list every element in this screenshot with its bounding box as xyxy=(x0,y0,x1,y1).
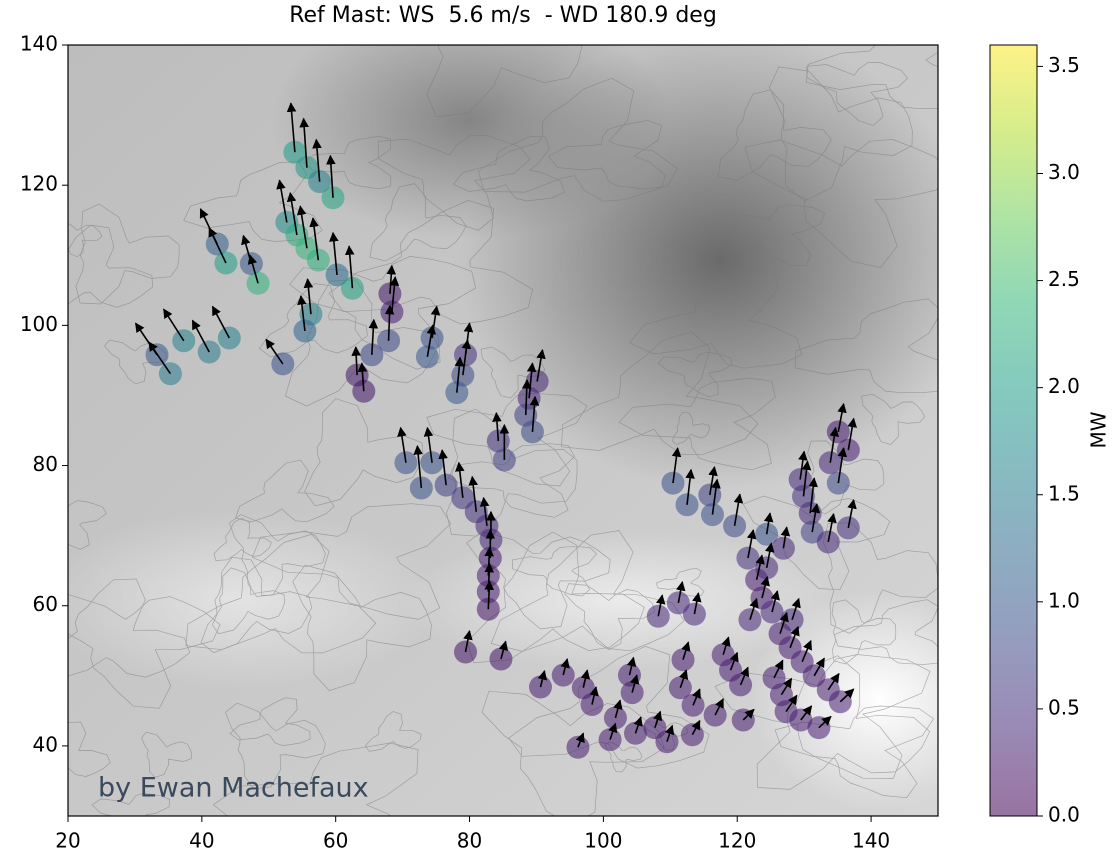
colorbar-tick-label: 1.5 xyxy=(1048,481,1080,505)
x-tick-label: 120 xyxy=(718,829,756,853)
chart: by Ewan Machefaux Ref Mast: WS 5.6 m/s -… xyxy=(0,0,1119,858)
colorbar-tick-label: 0.0 xyxy=(1048,803,1080,827)
y-tick-label: 40 xyxy=(33,732,58,756)
colorbar-tick-label: 0.5 xyxy=(1048,695,1080,719)
y-tick-label: 140 xyxy=(20,32,58,56)
colorbar-label: MW xyxy=(1087,411,1111,448)
turbine-point xyxy=(676,493,699,516)
x-tick-label: 80 xyxy=(457,829,482,853)
x-tick-label: 100 xyxy=(584,829,622,853)
terrain-background xyxy=(23,0,1010,858)
colorbar-tick-label: 2.5 xyxy=(1048,267,1080,291)
colorbar-tick-label: 3.0 xyxy=(1048,160,1080,184)
x-tick-label: 40 xyxy=(189,829,214,853)
x-tick-label: 20 xyxy=(55,829,80,853)
colorbar-tick-label: 1.0 xyxy=(1048,588,1080,612)
y-tick-label: 80 xyxy=(33,452,58,476)
colorbar xyxy=(990,45,1037,816)
y-tick-label: 100 xyxy=(20,312,58,336)
x-tick-label: 140 xyxy=(852,829,890,853)
y-tick-label: 60 xyxy=(33,592,58,616)
chart-title: Ref Mast: WS 5.6 m/s - WD 180.9 deg xyxy=(289,3,717,28)
y-tick-label: 120 xyxy=(20,172,58,196)
x-tick-label: 60 xyxy=(323,829,348,853)
watermark: by Ewan Machefaux xyxy=(98,773,369,804)
colorbar-tick-label: 3.5 xyxy=(1048,53,1080,77)
colorbar-tick-label: 2.0 xyxy=(1048,374,1080,398)
